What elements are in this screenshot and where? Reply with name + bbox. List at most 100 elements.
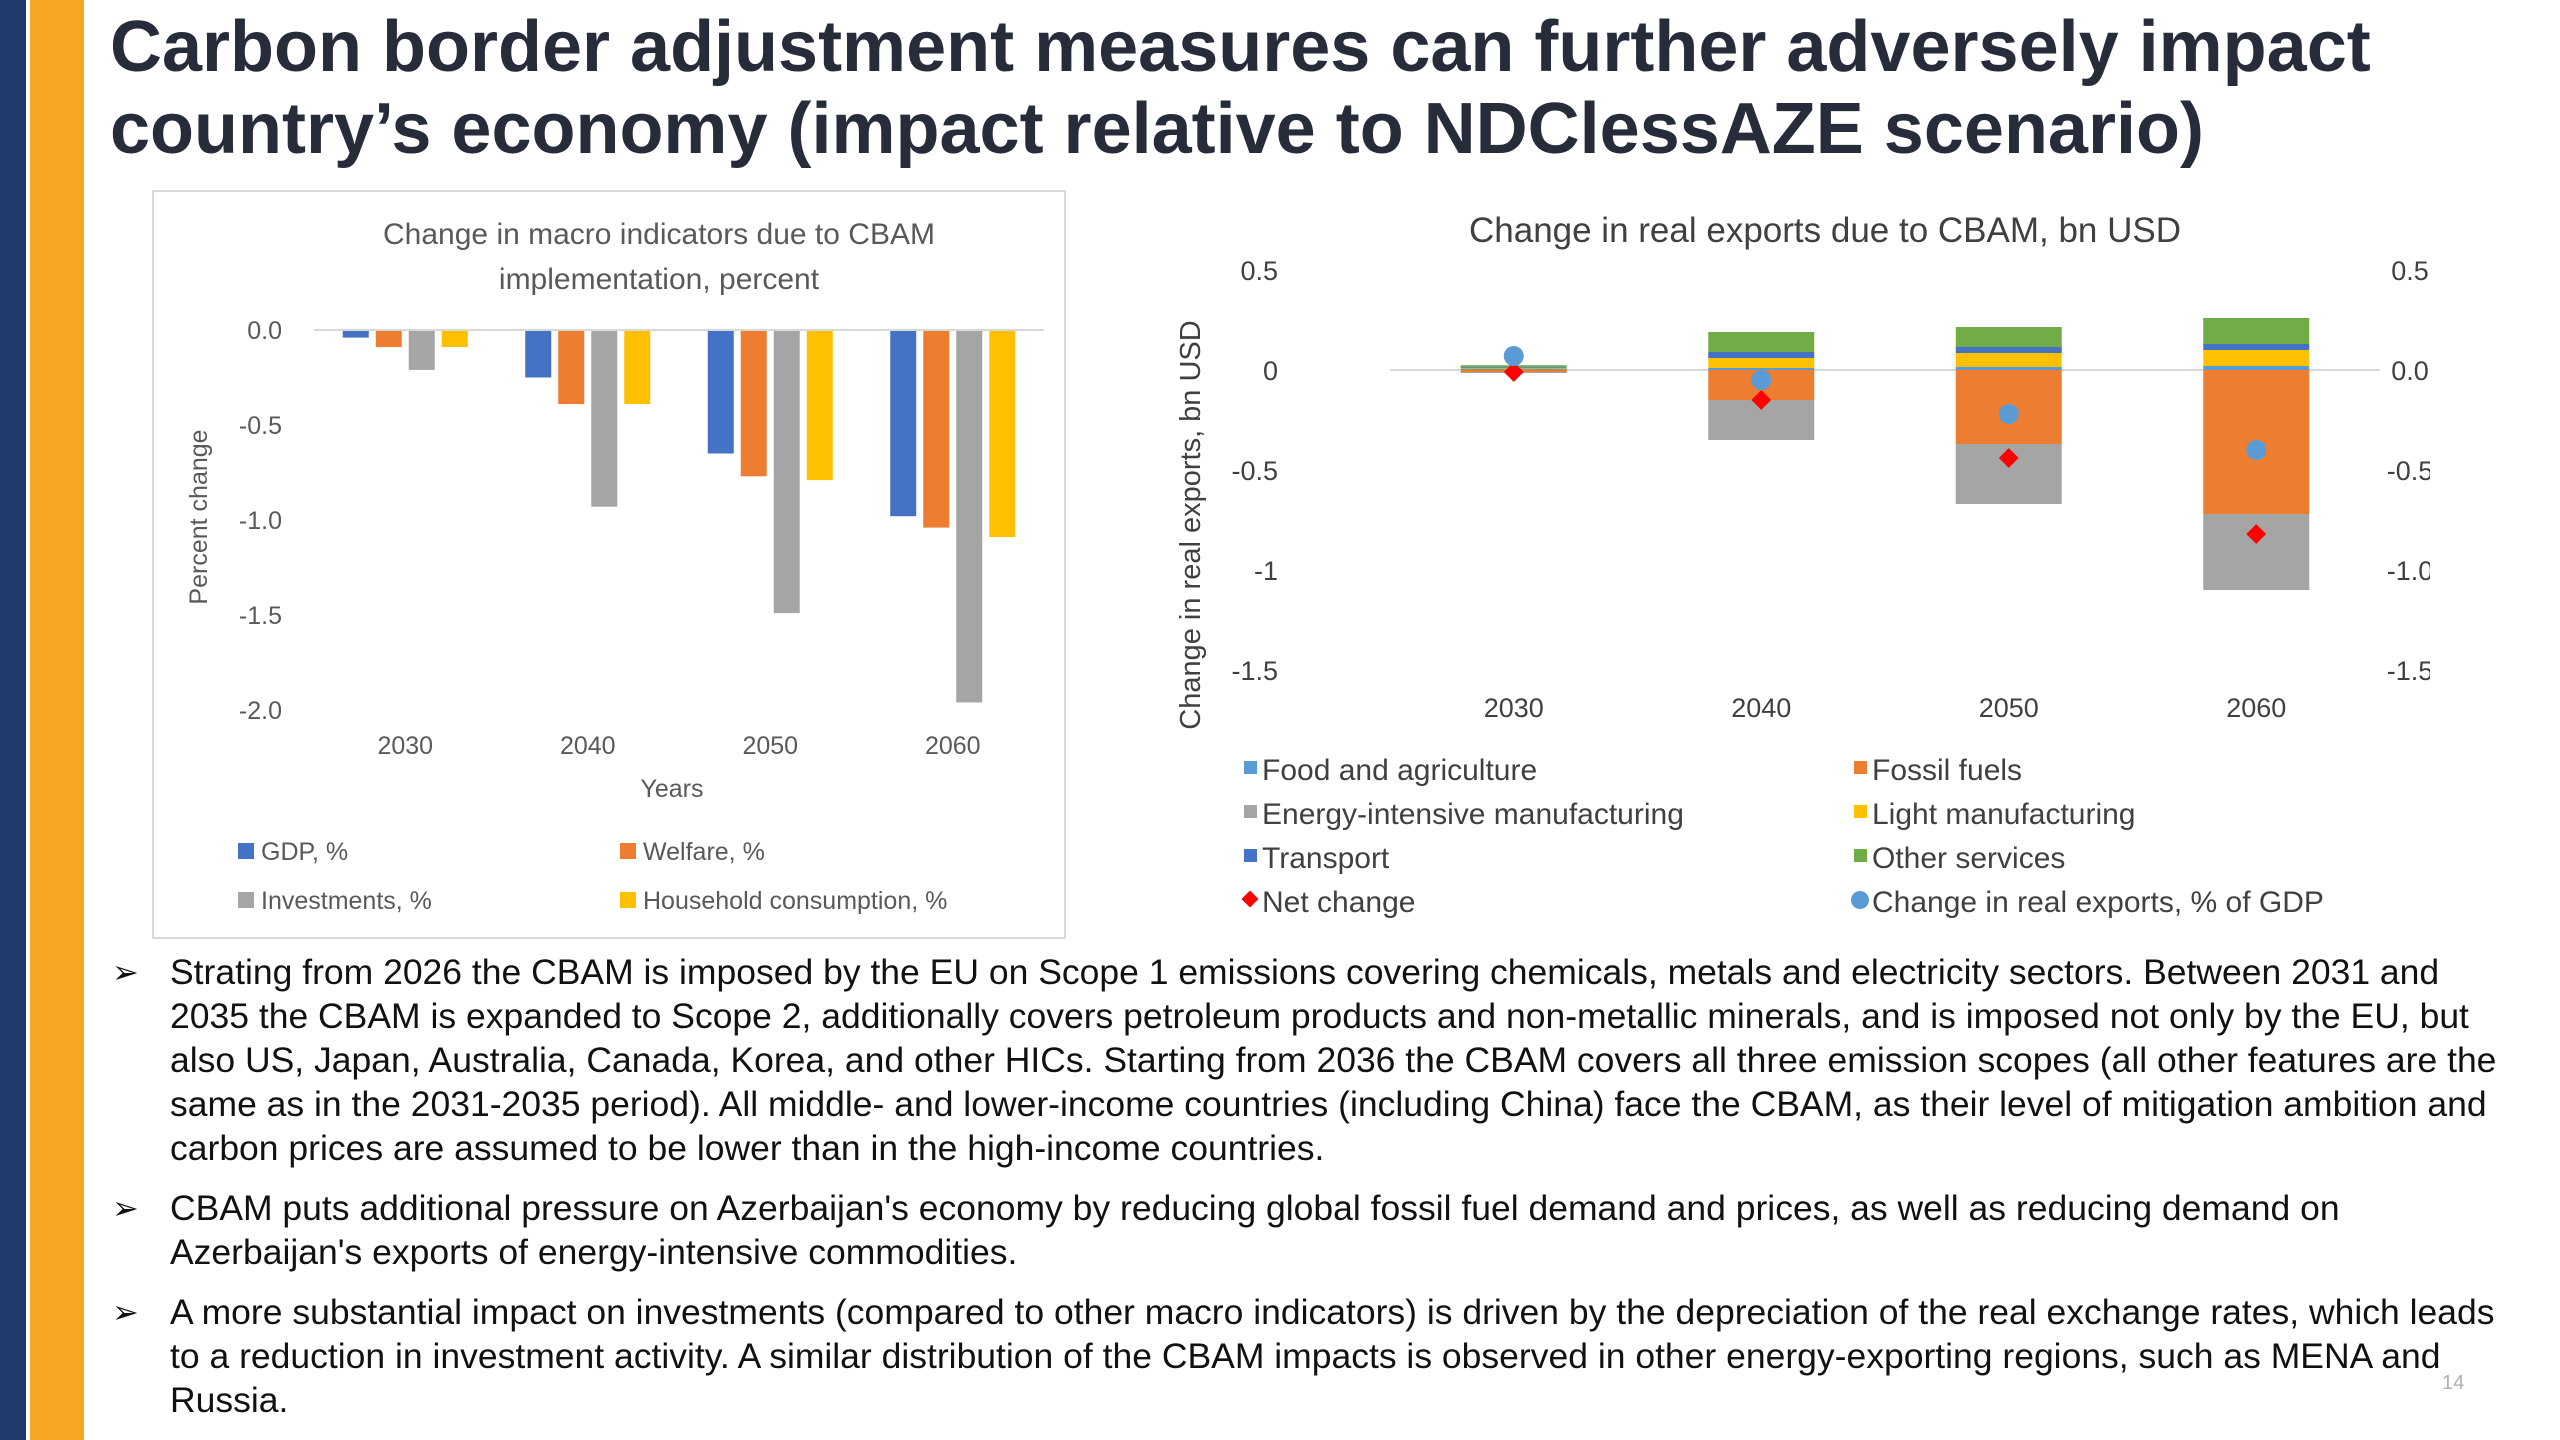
chart2-net-change-marker bbox=[1503, 362, 1524, 382]
chart2-bar-segment bbox=[2203, 318, 2310, 344]
chart2-y-axis-title: Change in real exports, bn USD bbox=[1175, 320, 1207, 729]
chart2-gdp-share-marker bbox=[1503, 346, 1524, 366]
chart2-y-tick-label: 0.5 bbox=[1240, 256, 1278, 286]
chart1-bar bbox=[923, 330, 950, 528]
bullet-list: ➢ Strating from 2026 the CBAM is imposed … bbox=[112, 950, 2512, 1438]
chart2-legend-label: Other services bbox=[1872, 842, 2065, 875]
page-number: 14 bbox=[2442, 1372, 2465, 1394]
chart1-x-tick-label: 2030 bbox=[377, 732, 433, 760]
chart2-legend-swatch bbox=[1244, 805, 1257, 818]
bullet-arrow-icon: ➢ bbox=[112, 954, 139, 990]
chart1-legend-label: GDP, % bbox=[261, 838, 348, 866]
chart2-legend-swatch bbox=[1244, 849, 1257, 862]
bullet-text: CBAM puts additional pressure on Azerbai… bbox=[170, 1188, 2340, 1272]
chart1-y-tick-label: -1.5 bbox=[239, 602, 282, 630]
bullet-arrow-icon: ➢ bbox=[112, 1294, 139, 1330]
chart2-net-change-marker bbox=[1998, 448, 2019, 468]
slide-title: Carbon border adjustment measures can fu… bbox=[110, 7, 2371, 169]
chart1-bar bbox=[989, 330, 1016, 538]
chart1-y-tick-label: -2.0 bbox=[239, 697, 282, 725]
chart2-bar-segment bbox=[1708, 332, 1815, 352]
chart2-legend-label: Transport bbox=[1262, 842, 1390, 875]
chart2-net-change-marker bbox=[2246, 524, 2267, 544]
chart1-legend-label: Welfare, % bbox=[643, 838, 765, 866]
chart1-bar bbox=[624, 330, 651, 405]
chart2-legend-swatch bbox=[1854, 761, 1867, 774]
chart2-legend-swatch bbox=[1854, 849, 1867, 862]
chart2-plot bbox=[1460, 318, 2310, 590]
macro-chart-frame: Change in macro indicators due to CBAM im… bbox=[152, 190, 1066, 939]
chart1-bar bbox=[806, 330, 833, 481]
chart2-y2-tick-label: -0.5 bbox=[2387, 456, 2430, 486]
chart2-legend-swatch bbox=[1244, 761, 1257, 774]
chart1-bar bbox=[525, 330, 552, 378]
chart1-legend-swatch bbox=[620, 892, 636, 908]
chart1-legend-label: Household consumption, % bbox=[643, 887, 947, 915]
bullet-item: ➢ CBAM puts additional pressure on Azerba… bbox=[112, 1186, 2512, 1274]
chart2-legend-swatch bbox=[1241, 890, 1259, 908]
chart1-bar bbox=[890, 330, 917, 517]
chart1-bar bbox=[591, 330, 618, 507]
chart1-title-line: Change in macro indicators due to CBAM bbox=[383, 218, 935, 251]
chart2-y-tick-label: -1 bbox=[1254, 556, 1278, 586]
chart1-plot bbox=[342, 330, 1016, 703]
chart2-x-tick-label: 2050 bbox=[1979, 693, 2039, 723]
chart1-bar bbox=[740, 330, 767, 477]
chart2-y-tick-label: -0.5 bbox=[1231, 456, 1278, 486]
chart2-bar-segment bbox=[1708, 368, 1815, 370]
chart2-x-tick-label: 2030 bbox=[1484, 693, 1544, 723]
chart2-bar-segment bbox=[2203, 366, 2310, 370]
chart2-legend-label: Net change bbox=[1262, 886, 1415, 919]
chart2-x-tick-label: 2060 bbox=[2226, 693, 2286, 723]
chart2-y2-tick-label: 0.5 bbox=[2391, 256, 2429, 286]
chart2-gdp-share-marker bbox=[1998, 404, 2019, 424]
bullet-text: Strating from 2026 the CBAM is imposed b… bbox=[170, 952, 2497, 1168]
chart2-y-tick-label: 0 bbox=[1263, 356, 1278, 386]
chart1-x-tick-label: 2040 bbox=[560, 732, 616, 760]
bullet-arrow-icon: ➢ bbox=[112, 1190, 139, 1226]
chart2-bar-segment bbox=[1955, 353, 2062, 367]
left-accent-orange bbox=[30, 0, 84, 1440]
chart1-legend-swatch bbox=[238, 843, 254, 859]
chart2-legend-label: Energy-intensive manufacturing bbox=[1262, 798, 1684, 831]
left-accent-navy bbox=[0, 0, 26, 1440]
bullet-item: ➢ A more substantial impact on investment… bbox=[112, 1290, 2512, 1422]
chart2-legend-label: Light manufacturing bbox=[1872, 798, 2136, 831]
chart1-bar bbox=[956, 330, 983, 703]
chart2-gdp-share-marker bbox=[2246, 440, 2267, 460]
chart1-bar bbox=[707, 330, 734, 454]
chart2-legend-label: Fossil fuels bbox=[1872, 754, 2022, 787]
chart1-bar bbox=[773, 330, 800, 614]
chart2-legend-swatch bbox=[1851, 891, 1869, 909]
chart2-bar-segment bbox=[1955, 367, 2062, 370]
chart2-y2-tick-label: -1.5 bbox=[2387, 656, 2430, 686]
chart1-bar bbox=[342, 330, 369, 338]
chart1-y-tick-label: -1.0 bbox=[239, 507, 282, 535]
chart1-bar bbox=[558, 330, 585, 405]
chart2-bar-segment bbox=[1955, 327, 2062, 347]
chart2-title: Change in real exports due to CBAM, bn U… bbox=[1469, 211, 2181, 250]
chart2-bar-segment bbox=[2203, 350, 2310, 366]
chart1-legend-swatch bbox=[620, 843, 636, 859]
real-exports-chart: Change in real exports due to CBAM, bn U… bbox=[1175, 211, 2430, 919]
chart2-legend-swatch bbox=[1854, 805, 1867, 818]
chart1-y-axis-title: Percent change bbox=[185, 429, 213, 604]
chart2-gdp-share-marker bbox=[1751, 370, 1772, 390]
chart2-bar-segment bbox=[1708, 352, 1815, 358]
chart1-legend-swatch bbox=[238, 892, 254, 908]
chart2-x-tick-label: 2040 bbox=[1731, 693, 1791, 723]
chart2-bar-segment bbox=[1708, 358, 1815, 368]
chart2-legend-label: Change in real exports, % of GDP bbox=[1872, 886, 2324, 919]
chart2-y2-tick-label: -1.0 bbox=[2387, 556, 2430, 586]
chart1-y-tick-label: 0.0 bbox=[247, 317, 282, 345]
chart1-x-axis-title: Years bbox=[640, 775, 703, 803]
chart1-title-line: implementation, percent bbox=[499, 263, 820, 296]
bullet-item: ➢ Strating from 2026 the CBAM is imposed … bbox=[112, 950, 2512, 1170]
chart2-net-change-marker bbox=[1751, 390, 1772, 410]
chart1-bar bbox=[408, 330, 435, 370]
macro-indicators-chart: Change in macro indicators due to CBAM im… bbox=[185, 218, 1044, 915]
chart1-y-tick-label: -0.5 bbox=[239, 412, 282, 440]
chart2-legend-label: Food and agriculture bbox=[1262, 754, 1537, 787]
chart1-x-tick-label: 2060 bbox=[925, 732, 981, 760]
chart1-bar bbox=[441, 330, 468, 348]
